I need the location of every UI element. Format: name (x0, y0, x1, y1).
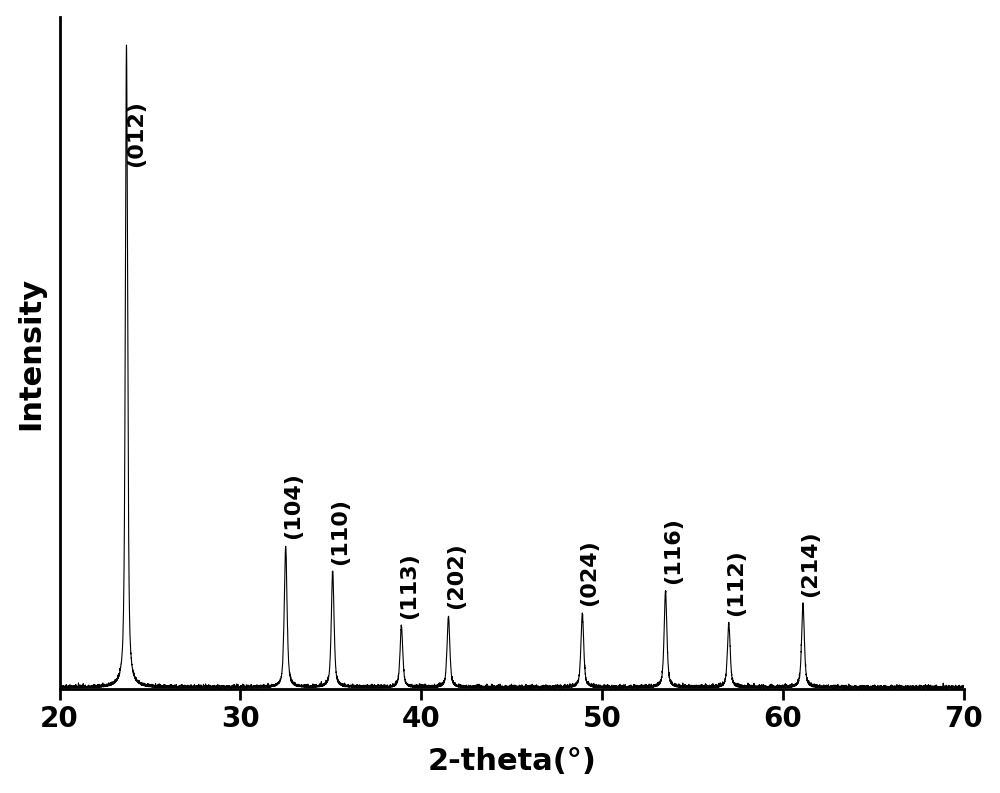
Y-axis label: Intensity: Intensity (17, 277, 46, 430)
Text: (012): (012) (126, 100, 146, 167)
Text: (202): (202) (446, 542, 466, 609)
Text: (112): (112) (726, 549, 746, 616)
Text: (214): (214) (800, 530, 820, 596)
Text: (116): (116) (663, 517, 683, 584)
X-axis label: 2-theta(°): 2-theta(°) (427, 747, 596, 776)
Text: (113): (113) (399, 552, 419, 619)
Text: (110): (110) (330, 497, 350, 565)
Text: (104): (104) (283, 472, 303, 539)
Text: (024): (024) (580, 539, 600, 606)
